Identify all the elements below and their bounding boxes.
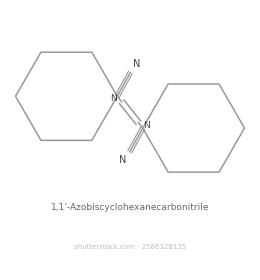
Text: 1,1’-Azobiscyclohexanecarbonitrile: 1,1’-Azobiscyclohexanecarbonitrile (51, 203, 209, 212)
Text: N: N (119, 155, 127, 165)
Text: N: N (110, 94, 116, 103)
Text: N: N (144, 122, 150, 130)
Text: N: N (133, 59, 141, 69)
Text: shutterstock.com · 2586328135: shutterstock.com · 2586328135 (74, 244, 186, 250)
